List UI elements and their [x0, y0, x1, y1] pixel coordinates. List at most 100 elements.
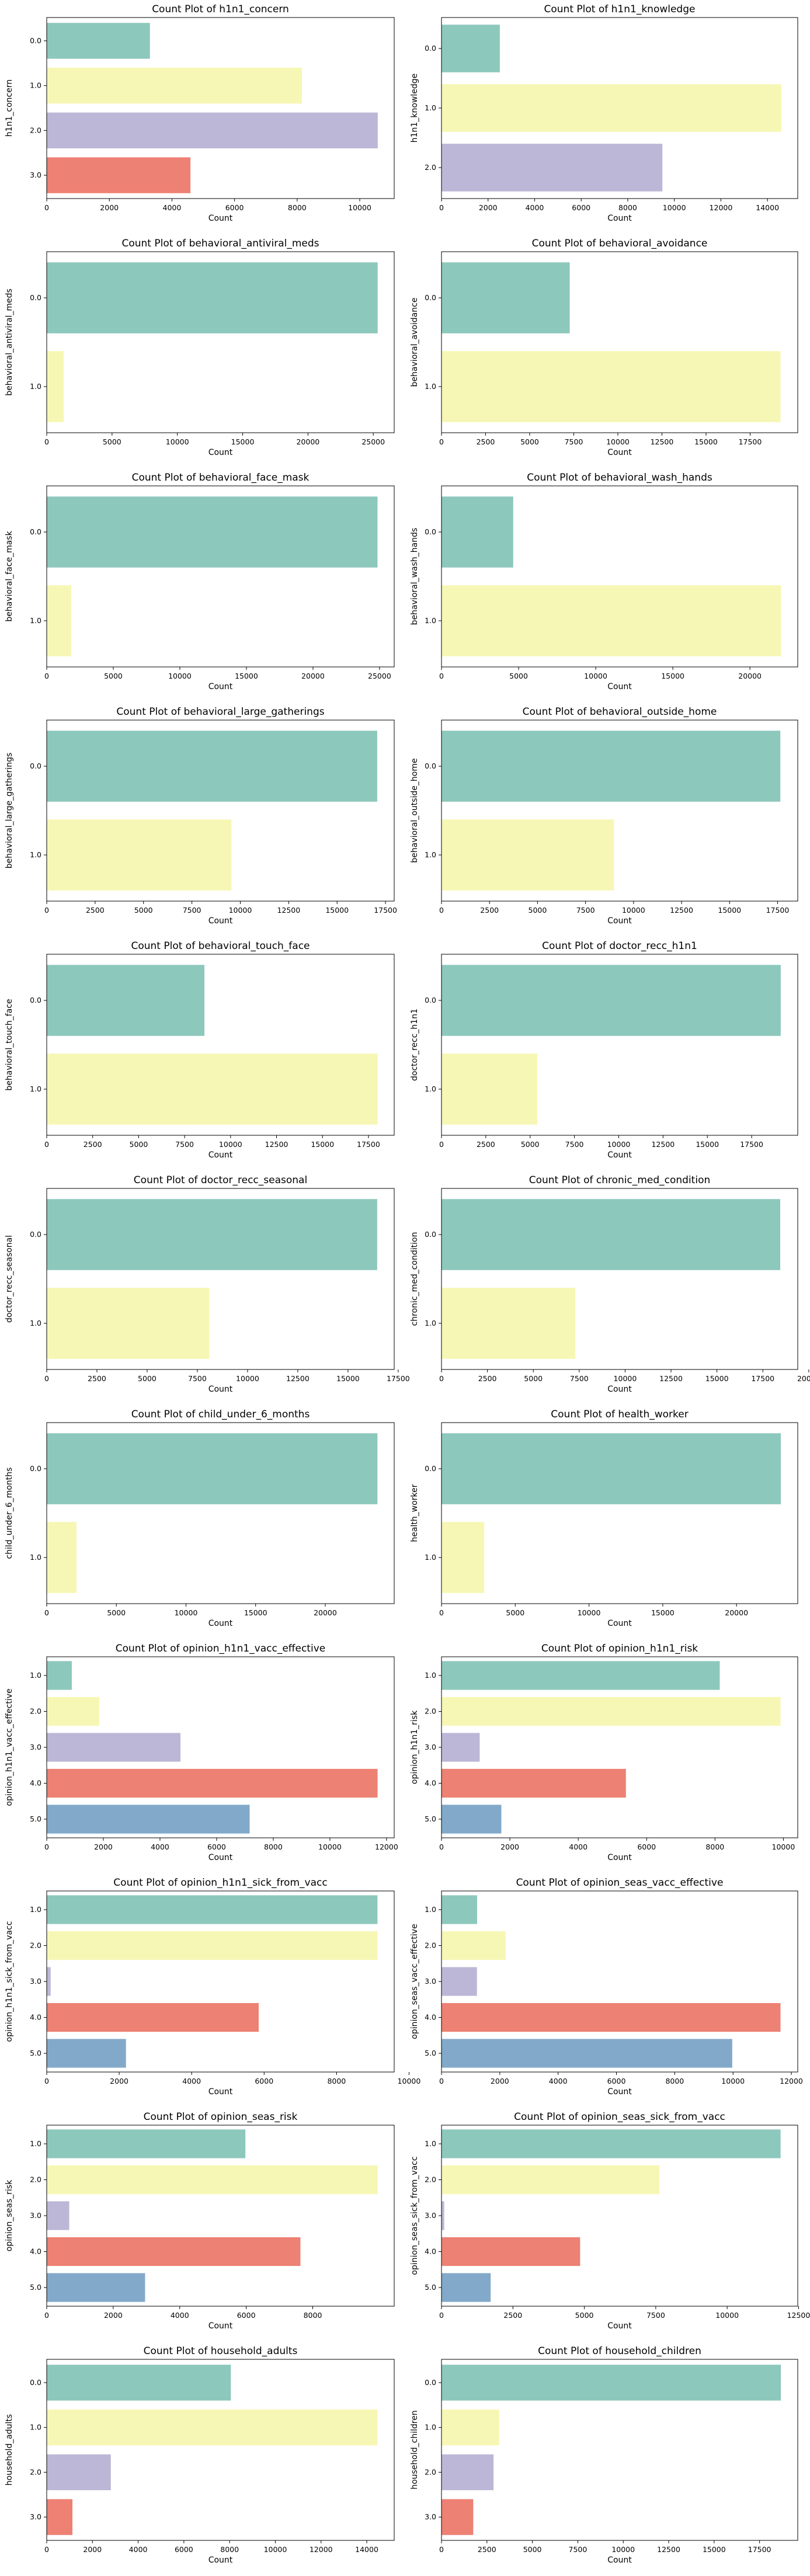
y-axis-label: doctor_recc_seasonal — [5, 1235, 14, 1323]
bar-1.0 — [47, 1661, 72, 1690]
x-tick-label: 20000 — [725, 1608, 748, 1617]
bar-1.0 — [441, 2409, 499, 2446]
x-tick-label: 10000 — [229, 906, 252, 915]
y-tick-label: 0.0 — [425, 1464, 436, 1473]
x-tick-label: 0 — [439, 1140, 444, 1149]
chart-panel-behavioral-face-mask: Count Plot of behavioral_face_mask 0 5000 1… — [5, 472, 395, 691]
bar-2.0 — [47, 112, 378, 149]
x-axis-label: Count — [607, 2321, 632, 2331]
bar-5.0 — [47, 2273, 145, 2302]
x-tick-label: 12500 — [286, 1374, 310, 1383]
x-tick-label: 10000 — [607, 1140, 631, 1149]
x-axis-label: Count — [208, 916, 233, 926]
x-tick-label: 0 — [439, 2077, 444, 2085]
x-tick-label: 20000 — [738, 672, 762, 680]
y-axis-label: behavioral_avoidance — [410, 298, 419, 387]
x-tick-label: 6000 — [237, 2311, 256, 2320]
y-tick-label: 1.0 — [30, 81, 41, 90]
bar-0.0 — [441, 262, 570, 333]
x-tick-label: 15000 — [244, 1608, 267, 1617]
x-tick-label: 6000 — [637, 1843, 656, 1851]
y-tick-label: 0.0 — [425, 527, 436, 536]
x-tick-label: 10000 — [611, 2545, 635, 2554]
bar-2.0 — [47, 2454, 111, 2491]
chart-panel-health-worker: Count Plot of health_worker 0 5000 10000 150… — [410, 1409, 798, 1628]
x-tick-label: 2500 — [478, 2545, 496, 2554]
x-tick-label: 15000 — [696, 1140, 719, 1149]
chart-panel-household-children: Count Plot of household_children 0 2500 500… — [410, 2345, 798, 2565]
x-tick-label: 0 — [44, 1608, 49, 1617]
y-tick-label: 0.0 — [425, 44, 436, 53]
x-tick-label: 12500 — [659, 1374, 683, 1383]
x-tick-label: 5000 — [107, 1608, 126, 1617]
y-tick-label: 3.0 — [425, 2211, 436, 2220]
x-tick-label: 2500 — [480, 906, 499, 915]
x-tick-label: 5000 — [506, 1608, 524, 1617]
x-tick-label: 7500 — [188, 1374, 207, 1383]
bar-2.0 — [441, 144, 663, 192]
chart-title: Count Plot of behavioral_touch_face — [131, 940, 310, 952]
x-tick-label: 7500 — [565, 1140, 584, 1149]
x-tick-label: 0 — [44, 1843, 49, 1851]
x-tick-label: 5000 — [575, 2311, 594, 2320]
y-tick-label: 3.0 — [30, 2211, 41, 2220]
x-tick-label: 10000 — [622, 906, 645, 915]
y-tick-label: 1.0 — [425, 103, 436, 112]
x-tick-label: 2000 — [83, 2545, 102, 2554]
x-tick-label: 5000 — [509, 672, 528, 680]
x-tick-label: 10000 — [264, 2545, 287, 2554]
y-tick-label: 1.0 — [30, 2139, 41, 2148]
y-tick-label: 5.0 — [30, 2283, 41, 2292]
chart-title: Count Plot of child_under_6_months — [131, 1409, 310, 1420]
axes-frame — [46, 719, 395, 902]
bar-3.0 — [441, 1733, 480, 1762]
y-tick-label: 5.0 — [425, 2283, 436, 2292]
x-tick-label: 17500 — [374, 906, 397, 915]
y-axis-label: doctor_recc_h1n1 — [410, 1009, 419, 1081]
x-tick-label: 12500 — [651, 437, 674, 446]
x-tick-label: 7500 — [175, 1140, 194, 1149]
bar-1.0 — [47, 2409, 378, 2446]
bar-2.0 — [47, 1697, 100, 1726]
x-tick-label: 2500 — [477, 1140, 495, 1149]
x-tick-label: 2000 — [104, 2311, 123, 2320]
x-tick-label: 4000 — [151, 1843, 169, 1851]
y-axis-label: behavioral_outside_home — [410, 758, 419, 863]
bar-1.0 — [47, 2129, 246, 2158]
x-tick-label: 8000 — [220, 2545, 239, 2554]
bar-2.0 — [441, 1697, 781, 1726]
bar-4.0 — [47, 2237, 301, 2266]
x-tick-label: 15000 — [661, 672, 684, 680]
x-tick-label: 0 — [44, 203, 49, 212]
x-tick-label: 20000 — [301, 672, 325, 680]
y-axis-label: h1n1_concern — [5, 79, 14, 137]
x-tick-label: 4000 — [129, 2545, 148, 2554]
y-tick-label: 0.0 — [425, 1230, 436, 1239]
x-tick-label: 15000 — [703, 2545, 726, 2554]
y-tick-label: 1.0 — [30, 1671, 41, 1680]
x-tick-label: 2500 — [86, 906, 105, 915]
bar-1.0 — [441, 351, 781, 422]
bar-5.0 — [441, 1805, 502, 1834]
x-tick-label: 6000 — [255, 2077, 273, 2085]
chart-title: Count Plot of behavioral_antiviral_meds — [121, 238, 319, 249]
x-tick-label: 5000 — [523, 2545, 542, 2554]
axes-frame — [441, 954, 798, 1136]
x-tick-label: 6000 — [572, 203, 590, 212]
bar-5.0 — [441, 2273, 491, 2302]
x-tick-label: 17500 — [740, 1140, 763, 1149]
y-tick-label: 1.0 — [425, 2139, 436, 2148]
x-tick-label: 10000 — [721, 2077, 745, 2085]
chart-panel-behavioral-avoidance: Count Plot of behavioral_avoidance 0 2500 5… — [410, 238, 798, 457]
y-tick-label: 0.0 — [425, 996, 436, 1004]
x-axis-label: Count — [607, 682, 632, 691]
chart-panel-behavioral-outside-home: Count Plot of behavioral_outside_home 0 25… — [410, 706, 798, 926]
y-tick-label: 1.0 — [30, 2423, 41, 2432]
y-tick-label: 3.0 — [425, 2512, 436, 2521]
x-tick-label: 0 — [44, 2077, 49, 2085]
chart-title: Count Plot of opinion_seas_risk — [144, 2111, 298, 2123]
x-tick-label: 10000 — [219, 1140, 242, 1149]
x-tick-label: 8000 — [288, 203, 307, 212]
y-tick-label: 1.0 — [425, 1553, 436, 1562]
x-tick-label: 0 — [44, 437, 49, 446]
